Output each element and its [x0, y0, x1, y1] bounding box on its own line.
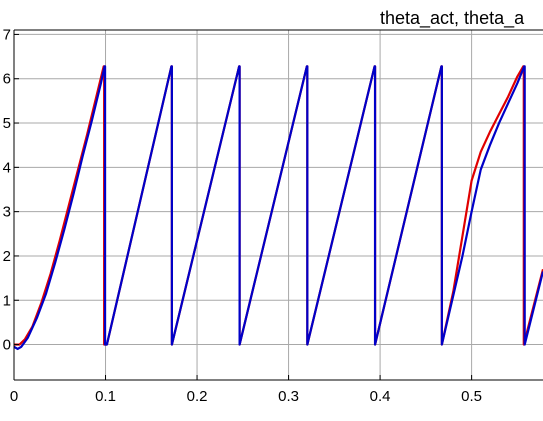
y-tick-label: 1: [3, 292, 11, 309]
x-tick-label: 0.3: [278, 388, 299, 405]
chart-title: theta_act, theta_a: [380, 8, 525, 29]
x-tick-label: 0: [10, 388, 18, 405]
x-tick-label: 0.1: [95, 388, 116, 405]
y-tick-label: 4: [3, 159, 11, 176]
tick-labels: 0 1 2 3 4 5 6 7 0 0.1 0.2 0.3 0.4 0.5: [3, 26, 482, 405]
y-tick-label: 5: [3, 115, 11, 132]
x-tick-label: 0.4: [370, 388, 391, 405]
grid-lines: [14, 30, 543, 380]
x-tick-label: 0.2: [187, 388, 208, 405]
y-tick-label: 2: [3, 248, 11, 265]
y-tick-label: 7: [3, 26, 11, 43]
y-tick-label: 0: [3, 337, 11, 354]
series-line-2: [13, 65, 543, 351]
plot-area: [14, 30, 543, 380]
y-tick-label: 3: [3, 204, 11, 221]
y-tick-label: 6: [3, 71, 11, 88]
series-group: [13, 65, 543, 351]
x-tick-label: 0.5: [461, 388, 482, 405]
axes: [13, 29, 543, 381]
